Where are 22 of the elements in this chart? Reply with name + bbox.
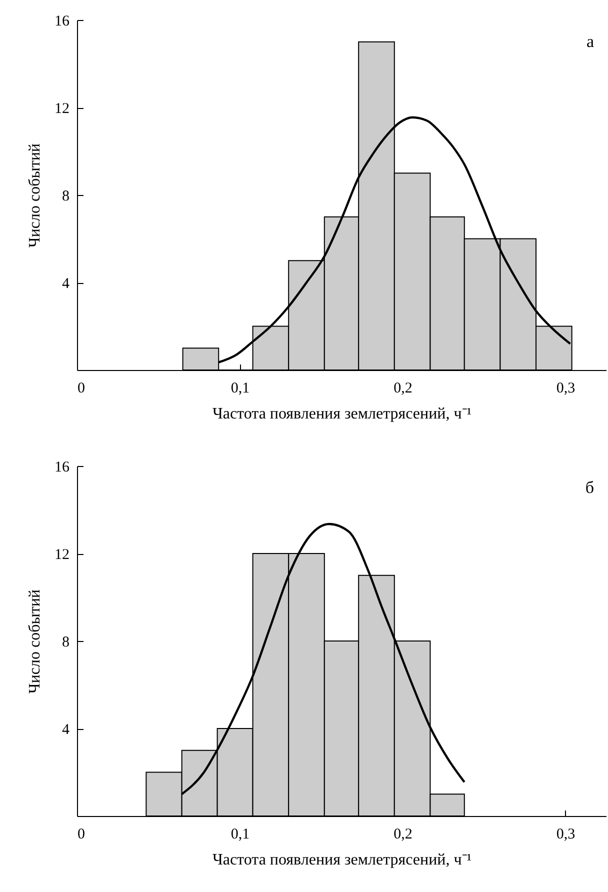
y-tick-label: 8 (62, 188, 70, 204)
y-tick-label: 12 (54, 101, 70, 117)
y-tick-label: 16 (54, 14, 70, 30)
x-tick-label: 0,2 (394, 380, 412, 396)
y-tick-label: 12 (54, 547, 70, 563)
x-tick-label: 0 (78, 380, 85, 396)
x-axis-title: Частота появления землетрясений, ч⁻¹ (212, 852, 472, 868)
x-tick-label: 0,2 (394, 826, 412, 842)
x-tick-label: 0 (78, 826, 85, 842)
y-axis-title: Число событий (26, 588, 44, 694)
x-axis-title: Частота появления землетрясений, ч⁻¹ (212, 406, 472, 422)
x-tick-label: 0,1 (230, 380, 250, 396)
y-axis-title: Число событий (26, 142, 44, 248)
annotation: б (585, 478, 594, 497)
y-tick-label: 4 (62, 276, 70, 292)
y-tick-label: 8 (62, 634, 70, 650)
annotation: а (586, 32, 594, 51)
x-tick-label: 0,3 (556, 380, 576, 396)
x-tick-label: 0,1 (230, 826, 250, 842)
x-tick-label: 0,3 (556, 826, 576, 842)
y-tick-label: 4 (62, 722, 70, 738)
y-tick-label: 16 (54, 460, 70, 476)
